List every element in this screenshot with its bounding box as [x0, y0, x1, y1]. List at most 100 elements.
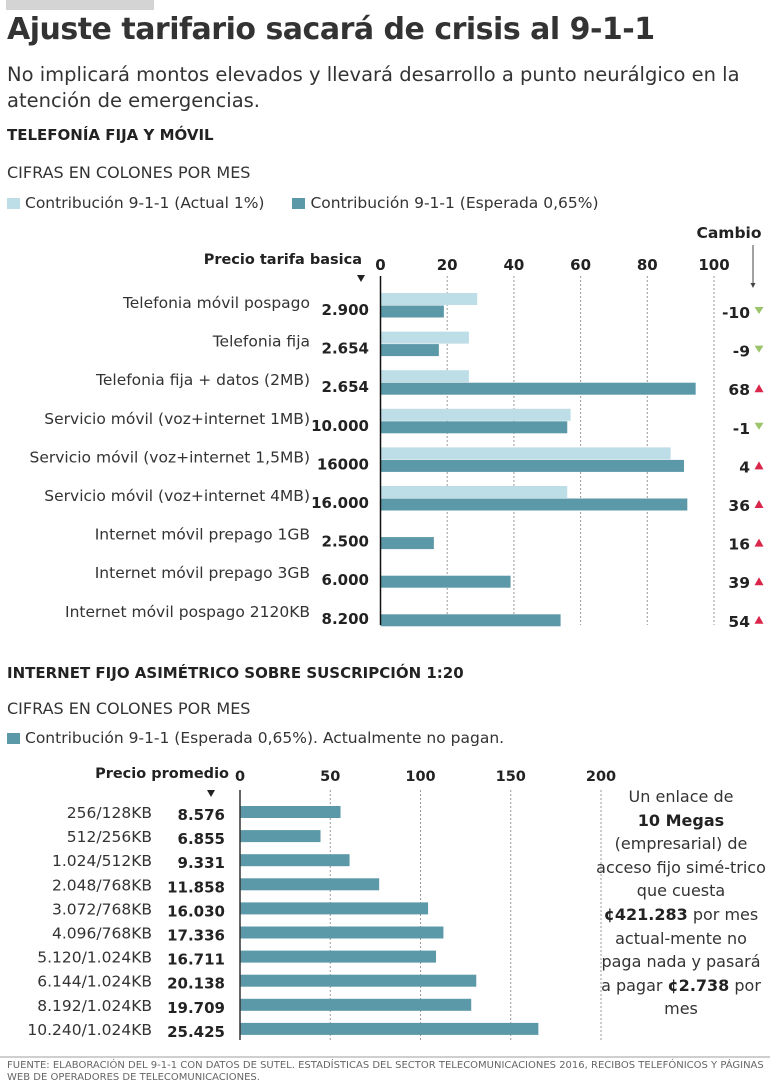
page-subtitle: No implicará montos elevados y llevará d… [7, 63, 740, 112]
price-label: 16.000 [311, 494, 369, 512]
category-label: 2.048/768KB [52, 876, 152, 894]
price-label: 2.654 [322, 340, 369, 358]
bar-actual [380, 486, 568, 498]
bar-expected [240, 902, 429, 915]
category-label: Telefonia móvil pospago [122, 294, 310, 312]
up-triangle-icon [754, 500, 764, 508]
change-value: 16 [728, 536, 750, 554]
category-label: 10.240/1.024KB [27, 1021, 152, 1039]
bar-actual [380, 370, 469, 383]
category-label: Servicio móvil (voz+internet 1,5MB) [30, 448, 311, 466]
price-label: 17.336 [167, 927, 225, 945]
price-label: 2.654 [322, 378, 369, 396]
chart2-legend: Contribución 9-1-1 (Esperada 0,65%). Act… [7, 729, 532, 747]
legend-item-expected-2: Contribución 9-1-1 (Esperada 0,65%). Act… [7, 729, 504, 747]
price-label: 11.858 [167, 878, 225, 896]
price-arrow-icon [357, 275, 365, 282]
bar-expected [240, 854, 350, 867]
price-label: 6.855 [178, 830, 225, 848]
category-label: 512/256KB [67, 828, 152, 846]
x-tick-label: 150 [496, 769, 526, 785]
bar-actual [380, 331, 469, 344]
change-value: -9 [733, 343, 750, 361]
bar-expected [240, 1022, 539, 1035]
x-tick-label: 200 [586, 769, 616, 785]
note-bold-1: 10 Megas [637, 810, 725, 830]
note-text-4: por mes [664, 975, 761, 1019]
bar-expected [240, 830, 321, 843]
chart1-price-header: Precio tarifa basica [203, 252, 362, 268]
price-label: 8.576 [178, 806, 225, 824]
price-label: 25.425 [167, 1023, 225, 1041]
change-value: 54 [728, 613, 750, 631]
page-title: Ajuste tarifario sacará de crisis al 9-1… [7, 12, 655, 47]
bar-expected [240, 878, 380, 891]
bar-expected [380, 498, 688, 511]
bar-expected [380, 614, 561, 627]
chart1-unit: CIFRAS EN COLONES POR MES [7, 163, 251, 182]
chart2-price-header: Precio promedio [95, 766, 229, 782]
footer-divider [0, 1056, 770, 1058]
price-label: 2.900 [322, 301, 369, 319]
bar-expected [380, 575, 511, 588]
bar-expected [240, 806, 341, 818]
bar-expected [380, 305, 444, 318]
bar-expected [380, 459, 684, 472]
note-bold-3: ¢2.738 [667, 975, 730, 995]
category-label: 4.096/768KB [52, 925, 152, 943]
x-tick-label: 40 [503, 256, 524, 274]
up-triangle-icon [754, 577, 764, 586]
bar-actual [380, 408, 571, 421]
category-label: 1.024/512KB [52, 852, 152, 870]
category-label: Servicio móvil (voz+internet 4MB) [44, 487, 310, 505]
chart1-legend: Contribución 9-1-1 (Actual 1%) Contribuc… [7, 194, 627, 212]
bar-expected [380, 421, 568, 434]
down-triangle-icon [754, 422, 764, 430]
bar-expected [380, 537, 434, 550]
category-label: Servicio móvil (voz+internet 1MB) [44, 410, 310, 428]
category-label: 8.192/1.024KB [37, 997, 152, 1015]
legend-swatch-expected [292, 197, 306, 209]
bar-expected [380, 382, 696, 395]
note-bold-2: ¢421.283 [603, 904, 688, 924]
x-tick-label: 80 [637, 256, 658, 274]
chart2-unit: CIFRAS EN COLONES POR MES [7, 699, 251, 718]
chart1-title: TELEFONÍA FIJA Y MÓVIL [7, 126, 214, 144]
bar-expected [240, 998, 472, 1011]
x-tick-label: 50 [320, 769, 340, 785]
up-triangle-icon [754, 384, 764, 393]
price-label: 16000 [317, 455, 369, 473]
price-label: 6.000 [322, 571, 369, 589]
category-label: Telefonia fija [212, 333, 310, 351]
bar-expected [240, 926, 444, 939]
change-value: 4 [739, 458, 750, 476]
price-label: 10.000 [311, 417, 369, 435]
note-text-1: Un enlace de [628, 787, 734, 806]
price-label: 8.200 [322, 610, 369, 628]
category-label: 3.072/768KB [52, 900, 152, 918]
change-value: 36 [728, 497, 750, 515]
down-triangle-icon [754, 307, 764, 314]
up-triangle-icon [754, 538, 764, 547]
chart1-change-header: Cambio [696, 224, 762, 242]
x-tick-label: 100 [405, 769, 435, 785]
top-decoration-bar [6, 0, 154, 10]
category-label: 256/128KB [67, 804, 152, 822]
price-label: 2.500 [322, 533, 369, 551]
chart2-svg: 0 50 100 150 200 256/128KB 8.576 512/256KB 6.855… [27, 769, 616, 1041]
price-label: 16.711 [167, 951, 225, 969]
change-value: 39 [728, 574, 750, 592]
up-triangle-icon [754, 615, 764, 624]
bar-expected [240, 950, 437, 963]
change-value: 68 [728, 381, 750, 399]
bar-expected [380, 344, 439, 357]
x-tick-label: 100 [698, 256, 729, 274]
legend-item-expected: Contribución 9-1-1 (Esperada 0,65%) [292, 194, 599, 212]
category-label: Telefonia fija + datos (2MB) [95, 371, 310, 389]
category-label: 5.120/1.024KB [37, 949, 152, 967]
change-value: -1 [733, 420, 750, 438]
note-text-3: por mes actual-mente no paga nada y pasa… [601, 904, 761, 995]
chart2-title: INTERNET FIJO ASIMÉTRICO SOBRE SUSCRIPCI… [7, 664, 464, 682]
price-label: 16.030 [167, 902, 225, 920]
source-footer: FUENTE: ELABORACIÓN DEL 9-1-1 CON DATOS … [7, 1060, 764, 1083]
